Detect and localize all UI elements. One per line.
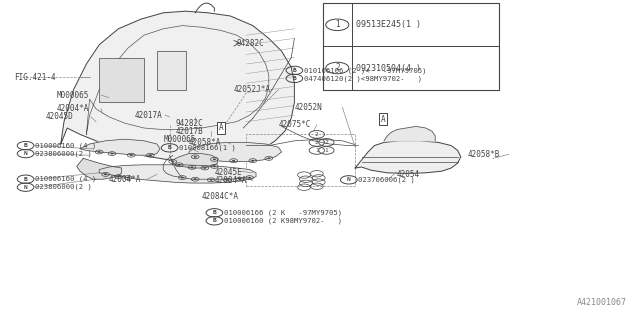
Circle shape [239, 179, 241, 180]
Text: 1: 1 [335, 20, 340, 29]
Text: 010006160 (4 ): 010006160 (4 ) [35, 176, 97, 182]
Circle shape [210, 179, 212, 180]
Text: 09513E245(1 ): 09513E245(1 ) [356, 20, 422, 29]
Text: N: N [347, 177, 351, 182]
Text: N: N [24, 151, 28, 156]
Circle shape [181, 177, 184, 178]
Text: 010106106 (2 )<   -97MY9705): 010106106 (2 )< -97MY9705) [304, 67, 426, 74]
Text: B: B [24, 143, 28, 148]
Text: 2: 2 [335, 63, 340, 73]
Bar [157, 51, 186, 90]
Text: 42004*A: 42004*A [56, 104, 89, 113]
Circle shape [213, 166, 216, 167]
Text: 010006160 (2 K98MY9702-   ): 010006160 (2 K98MY9702- ) [224, 218, 342, 224]
Text: 42075*C: 42075*C [278, 120, 311, 129]
Text: 42017B: 42017B [176, 127, 204, 136]
Text: 023706006(2 ): 023706006(2 ) [358, 177, 415, 183]
Text: 047406120(2 )<98MY9702-   ): 047406120(2 )<98MY9702- ) [304, 75, 422, 82]
Text: 023806000(2 ): 023806000(2 ) [35, 184, 92, 190]
Text: 42084C*A: 42084C*A [202, 192, 239, 201]
Text: 42045D: 42045D [46, 112, 74, 121]
Circle shape [226, 180, 228, 181]
Circle shape [127, 177, 129, 178]
Polygon shape [355, 141, 461, 173]
Text: 42058*B: 42058*B [467, 150, 500, 159]
Text: B: B [168, 145, 172, 150]
Text: B: B [24, 177, 28, 182]
Text: 1: 1 [324, 148, 328, 153]
Polygon shape [77, 158, 122, 179]
Circle shape [130, 155, 132, 156]
Text: 94282C: 94282C [237, 39, 264, 48]
Text: A: A [380, 115, 385, 124]
Polygon shape [80, 139, 160, 155]
Text: M000065: M000065 [163, 135, 196, 144]
Bar [246, 134, 355, 186]
Circle shape [248, 177, 251, 178]
Text: 2: 2 [315, 132, 319, 137]
Polygon shape [61, 11, 294, 160]
Text: 42004*A: 42004*A [109, 175, 141, 184]
Text: 1: 1 [315, 148, 319, 153]
Text: 010006166 (2 K   -97MY9705): 010006166 (2 K -97MY9705) [224, 210, 342, 216]
Polygon shape [189, 142, 282, 162]
Circle shape [194, 156, 196, 157]
Circle shape [172, 161, 174, 162]
Circle shape [111, 153, 113, 154]
Circle shape [268, 158, 270, 159]
Text: 42045E: 42045E [214, 168, 242, 177]
Circle shape [98, 151, 100, 153]
Polygon shape [173, 154, 218, 168]
Polygon shape [99, 165, 256, 183]
Text: 092310504(4 ): 092310504(4 ) [356, 63, 422, 73]
Text: B: B [212, 218, 216, 223]
Circle shape [178, 164, 180, 165]
Text: 42004*A: 42004*A [214, 176, 247, 185]
Text: B: B [292, 68, 296, 73]
Text: B: B [292, 76, 296, 81]
Text: 42052N: 42052N [294, 103, 322, 112]
Circle shape [252, 160, 254, 161]
Circle shape [213, 159, 216, 160]
Text: A421001067: A421001067 [577, 298, 627, 307]
Text: 2: 2 [315, 140, 319, 145]
Bar [323, 3, 499, 90]
Circle shape [194, 179, 196, 180]
Text: 42052J*A: 42052J*A [234, 85, 271, 94]
Text: 42054: 42054 [397, 170, 420, 179]
Text: 94282C: 94282C [176, 119, 204, 128]
Text: A: A [218, 124, 223, 132]
Text: 010006160 (4 ): 010006160 (4 ) [35, 142, 97, 149]
Text: 023806000(2 ): 023806000(2 ) [35, 150, 92, 157]
Text: B: B [212, 210, 216, 215]
Text: N: N [24, 185, 28, 190]
Text: 42058*A: 42058*A [189, 138, 221, 147]
Text: M000065: M000065 [56, 91, 89, 100]
Text: 42017A: 42017A [134, 111, 162, 120]
Circle shape [104, 174, 107, 175]
Circle shape [204, 167, 206, 169]
Bar [99, 58, 144, 102]
Text: 010008166(1 ): 010008166(1 ) [179, 145, 236, 151]
Circle shape [149, 155, 152, 156]
Text: FIG.421-4: FIG.421-4 [14, 73, 56, 82]
Circle shape [232, 160, 235, 161]
Text: 2: 2 [324, 140, 328, 145]
Circle shape [191, 167, 193, 168]
Circle shape [117, 176, 120, 177]
Polygon shape [384, 126, 435, 141]
